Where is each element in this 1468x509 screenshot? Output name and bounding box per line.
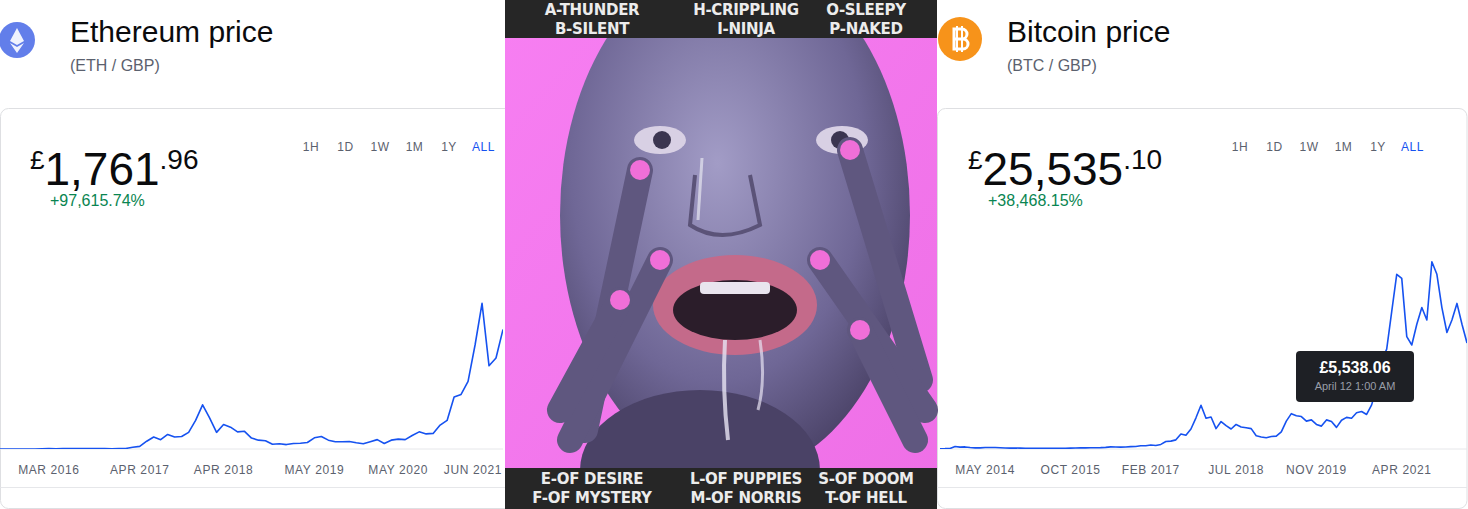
icon-b — [961, 26, 963, 52]
x-tick-label: FEB 2017 — [1122, 463, 1180, 477]
price-part: 25,535 — [982, 143, 1123, 195]
plot-area — [940, 262, 1467, 449]
meme-text: T-OF HELL — [825, 489, 907, 507]
coin-icon — [0, 22, 35, 58]
range-button[interactable]: ALL — [472, 140, 495, 154]
card-divider — [938, 487, 1468, 488]
iris — [653, 131, 671, 149]
drool — [724, 340, 728, 440]
chart-subtitle: (BTC / GBP) — [1007, 57, 1097, 74]
x-tick-label: NOV 2019 — [1286, 463, 1347, 477]
range-button[interactable]: 1H — [303, 140, 319, 154]
drool — [758, 340, 763, 410]
range-button[interactable]: 1M — [406, 140, 424, 154]
y-range-top — [0, 137, 503, 138]
range-button[interactable]: 1H — [1232, 140, 1248, 154]
meme-panel: A-THUNDER H-CRIPPLING O-SLEEPY B-SILENT I-NI… — [505, 0, 937, 509]
chart-subtitle: (ETH / GBP) — [70, 57, 160, 74]
x-tick-label: APR 2017 — [110, 463, 170, 477]
price-part: .96 — [160, 144, 199, 175]
plot-area — [0, 303, 503, 449]
nail — [630, 160, 650, 180]
coin-icon — [938, 17, 982, 61]
meme-text: B-SILENT — [555, 20, 630, 38]
nail — [810, 250, 830, 270]
meme-text: M-OF NORRIS — [691, 489, 802, 507]
chart-title: Ethereum price — [70, 15, 273, 48]
x-tick-label: JUL 2018 — [1208, 463, 1264, 477]
range-button[interactable]: 1D — [337, 140, 353, 154]
mouth — [673, 280, 797, 340]
icon-circle — [938, 17, 982, 61]
range-button[interactable]: ALL — [1401, 140, 1424, 154]
finger — [560, 300, 620, 410]
price: £25,535.10 — [968, 143, 1162, 195]
teeth — [700, 282, 770, 294]
price-line — [940, 262, 1467, 449]
range-button[interactable]: 1D — [1266, 140, 1282, 154]
icon-b — [956, 26, 958, 52]
nail — [610, 290, 630, 310]
icon-diamond — [10, 43, 24, 53]
range-button[interactable]: 1W — [1300, 140, 1319, 154]
meme-text: L-OF PUPPIES — [690, 470, 802, 488]
x-tick-label: MAY 2020 — [368, 463, 428, 477]
x-tick-label: JUN 2021 — [444, 463, 502, 477]
page: Ethereum price(ETH / GBP)£1,761.96+97,61… — [0, 0, 1468, 509]
meme-text: O-SLEEPY — [826, 1, 907, 19]
price-part: .10 — [1123, 144, 1162, 175]
price-part: 1,761 — [44, 143, 159, 195]
x-tick-label: OCT 2015 — [1041, 463, 1101, 477]
nail — [840, 140, 860, 160]
tooltip: £5,538.06 April 12 1:00 AM — [1296, 351, 1414, 402]
icon-circle — [0, 22, 35, 58]
chart-panel: Bitcoin price(BTC / GBP)£25,535.10+38,46… — [938, 15, 1468, 509]
x-tick-label: APR 2021 — [1372, 463, 1432, 477]
nail — [850, 320, 870, 340]
finger — [860, 330, 915, 440]
x-tick-label: APR 2018 — [194, 463, 254, 477]
price-part: £ — [30, 145, 45, 175]
price-change: +97,615.74% — [50, 192, 145, 209]
price: £1,761.96 — [30, 143, 199, 195]
chart-title: Bitcoin price — [1007, 15, 1170, 48]
tooltip-value: £5,538.06 — [1319, 359, 1390, 376]
eye — [634, 126, 686, 154]
tooltip-date: April 12 1:00 AM — [1315, 380, 1396, 392]
nail — [650, 250, 670, 270]
range-button[interactable]: 1W — [371, 140, 390, 154]
lips — [653, 255, 817, 355]
x-tick-label: MAY 2019 — [285, 463, 345, 477]
price-part: £ — [968, 145, 983, 175]
y-range-top — [940, 137, 1467, 138]
x-tick-label: MAY 2014 — [955, 463, 1015, 477]
card — [938, 109, 1468, 509]
range-button[interactable]: 1Y — [441, 140, 457, 154]
meme-text: F-OF MYSTERY — [532, 489, 653, 507]
tooltip-box — [1296, 351, 1414, 402]
meme-text: S-OF DOOM — [818, 470, 913, 488]
range-button[interactable]: 1M — [1335, 140, 1353, 154]
meme-bottom-band — [505, 468, 937, 509]
meme-text: E-OF DESIRE — [541, 470, 643, 488]
price-line — [0, 303, 503, 449]
price-change: +38,468.15% — [988, 192, 1083, 209]
icon-diamond — [10, 28, 24, 45]
meme-text: A-THUNDER — [545, 1, 640, 19]
meme-text: I-NINJA — [717, 20, 775, 38]
meme-top-band — [505, 0, 937, 38]
meme-text: P-NAKED — [829, 20, 902, 38]
x-tick-label: MAR 2016 — [18, 463, 80, 477]
meme-text: H-CRIPPLING — [693, 1, 799, 19]
range-button[interactable]: 1Y — [1370, 140, 1386, 154]
tear — [698, 158, 702, 220]
